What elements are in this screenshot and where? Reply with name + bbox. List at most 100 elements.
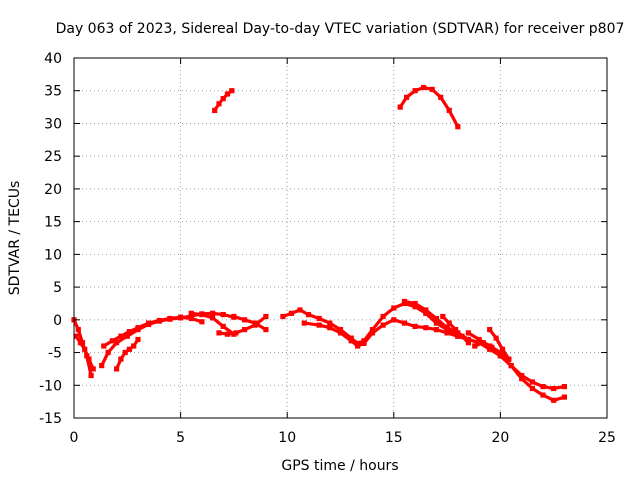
data-point [497,349,503,356]
data-point [135,336,141,343]
series-track-b [73,333,96,372]
data-point [423,325,429,331]
data-point [529,379,535,385]
data-point [421,84,427,91]
data-point [412,304,418,310]
data-point [455,124,461,130]
data-point [369,327,376,333]
y-tick-label: 5 [53,280,62,296]
y-tick-label: 25 [44,149,62,165]
data-point [199,319,205,325]
data-point [118,356,124,362]
data-point [280,313,286,320]
y-tick-label: 0 [53,313,62,329]
data-point [126,329,132,335]
data-point [508,363,514,369]
data-point [472,343,478,349]
data-point [487,327,493,333]
data-point [446,320,452,326]
data-point [519,376,525,382]
data-point [489,344,495,350]
data-point [90,366,96,372]
x-tick-label: 5 [176,430,185,446]
data-point [242,327,248,333]
y-tick-label: -10 [39,378,62,394]
data-point [135,325,141,331]
series-track-d [101,314,205,349]
data-point [263,313,269,320]
y-axis-label: SDTVAR / TECUs [7,181,23,296]
data-point [380,322,386,328]
y-tick-label: 10 [44,247,62,263]
data-point [224,91,231,97]
data-point [433,315,439,322]
data-point [124,333,130,339]
data-point [233,330,239,336]
data-point [433,327,439,333]
series-track-p [487,327,512,362]
series-track-h [231,313,269,333]
data-point [101,343,107,349]
y-tick-label: 15 [44,215,62,231]
data-point [263,327,269,333]
data-point [551,397,557,403]
data-point [423,307,429,313]
data-point [348,335,354,341]
data-point [88,372,94,379]
data-point [476,336,482,343]
data-point [465,340,471,346]
data-point [178,314,184,320]
data-point [391,317,397,323]
y-tick-label: 35 [44,84,62,100]
y-tick-label: -5 [48,346,62,362]
data-point [82,346,88,352]
data-point [105,349,111,356]
data-point [337,330,344,336]
data-point [210,315,216,321]
data-point [156,317,162,324]
y-tick-label: -15 [39,411,62,427]
tick-layer: 0 5 10 15 20 25 -15 -10 -5 0 5 10 15 20 25 30 35 40 [39,51,616,446]
data-point [73,333,79,339]
data-point [146,320,152,326]
data-point [455,333,461,339]
data-point [316,322,322,328]
data-point [412,323,418,329]
data-point [529,385,535,392]
data-point [369,330,376,336]
series-track-i [212,88,235,113]
data-point [252,320,258,326]
data-point [288,310,295,316]
data-point [305,312,312,318]
data-point [327,325,333,331]
x-tick-label: 15 [385,430,403,446]
data-point [355,343,361,349]
data-point [216,330,222,336]
data-point [404,94,410,100]
x-tick-label: 10 [278,430,296,446]
series-track-m [440,313,471,346]
data-point [540,384,546,390]
data-point [446,107,452,113]
data-point [438,94,444,100]
data-point [114,366,120,372]
series-track-q [397,84,461,130]
x-tick-label: 0 [70,430,79,446]
data-point [229,88,235,94]
data-point [212,107,218,113]
data-point [397,104,403,110]
data-point [465,336,471,343]
data-point [412,88,418,94]
series-line [232,314,268,332]
x-tick-label: 25 [598,430,616,446]
data-point [519,372,525,379]
data-point [75,327,81,333]
data-point [231,313,237,320]
data-point [380,313,386,320]
data-point [401,298,408,305]
data-point [433,320,439,326]
data-point [210,310,216,316]
series-track-e [114,336,141,372]
x-axis-label: GPS time / hours [281,458,398,474]
